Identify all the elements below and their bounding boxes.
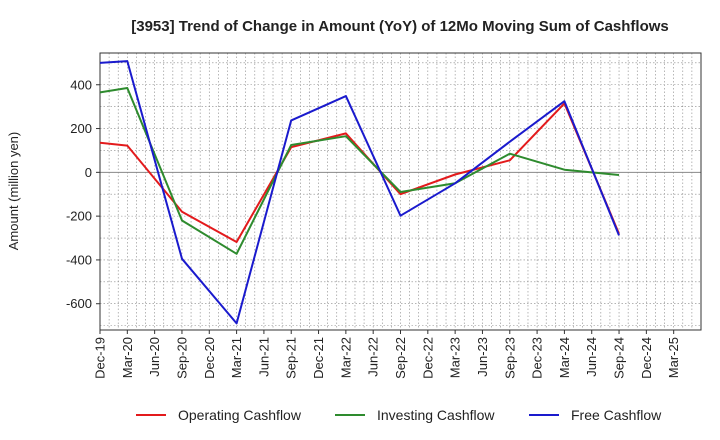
chart-title: [3953] Trend of Change in Amount (YoY) o…	[131, 18, 669, 35]
x-tick-label: Sep-21	[284, 337, 299, 379]
legend-label: Operating Cashflow	[178, 407, 302, 423]
legend: Operating Cashflow Investing Cashflow Free…	[136, 407, 662, 423]
x-tick-label: Mar-24	[557, 337, 572, 378]
x-tick-label: Sep-22	[393, 337, 408, 379]
x-tick-label: Mar-20	[120, 337, 135, 378]
grid	[100, 53, 701, 330]
x-tick-label: Dec-22	[420, 337, 435, 379]
series-lines	[99, 60, 620, 325]
y-tick-label: -600	[66, 296, 92, 311]
x-tick-label: Mar-21	[229, 337, 244, 378]
x-tick-label: Dec-24	[639, 337, 654, 379]
x-tick-label: Sep-20	[174, 337, 189, 379]
x-tick-label: Dec-19	[93, 337, 108, 379]
x-tick-label: Sep-24	[612, 337, 627, 379]
y-tick-label: 200	[70, 121, 92, 136]
x-tick-label: Jun-22	[366, 337, 381, 377]
legend-label: Investing Cashflow	[377, 407, 495, 423]
y-tick-label: -200	[66, 209, 92, 224]
y-tick-label: 0	[85, 165, 92, 180]
x-tick-label: Mar-23	[448, 337, 463, 378]
y-axis-label: Amount (million yen)	[6, 132, 21, 251]
x-tick-label: Dec-21	[311, 337, 326, 379]
x-tick-label: Mar-22	[338, 337, 353, 378]
y-tick-label: -400	[66, 252, 92, 267]
x-tick-label: Jun-23	[475, 337, 490, 377]
series-line-investing-cashflow	[99, 87, 620, 255]
x-tick-label: Dec-20	[202, 337, 217, 379]
x-tick-label: Jun-24	[584, 337, 599, 377]
y-axis: -600 -400 -200 0 200 400	[66, 77, 100, 311]
legend-label: Free Cashflow	[571, 407, 662, 423]
x-axis: Dec-19 Mar-20 Jun-20 Sep-20 Dec-20 Mar-21 Jun-…	[93, 330, 681, 379]
x-tick-label: Sep-23	[502, 337, 517, 379]
x-tick-label: Dec-23	[530, 337, 545, 379]
x-tick-label: Jun-21	[256, 337, 271, 377]
x-tick-label: Jun-20	[147, 337, 162, 377]
x-tick-label: Mar-25	[666, 337, 681, 378]
series-line-free-cashflow	[99, 60, 620, 325]
y-tick-label: 400	[70, 77, 92, 92]
